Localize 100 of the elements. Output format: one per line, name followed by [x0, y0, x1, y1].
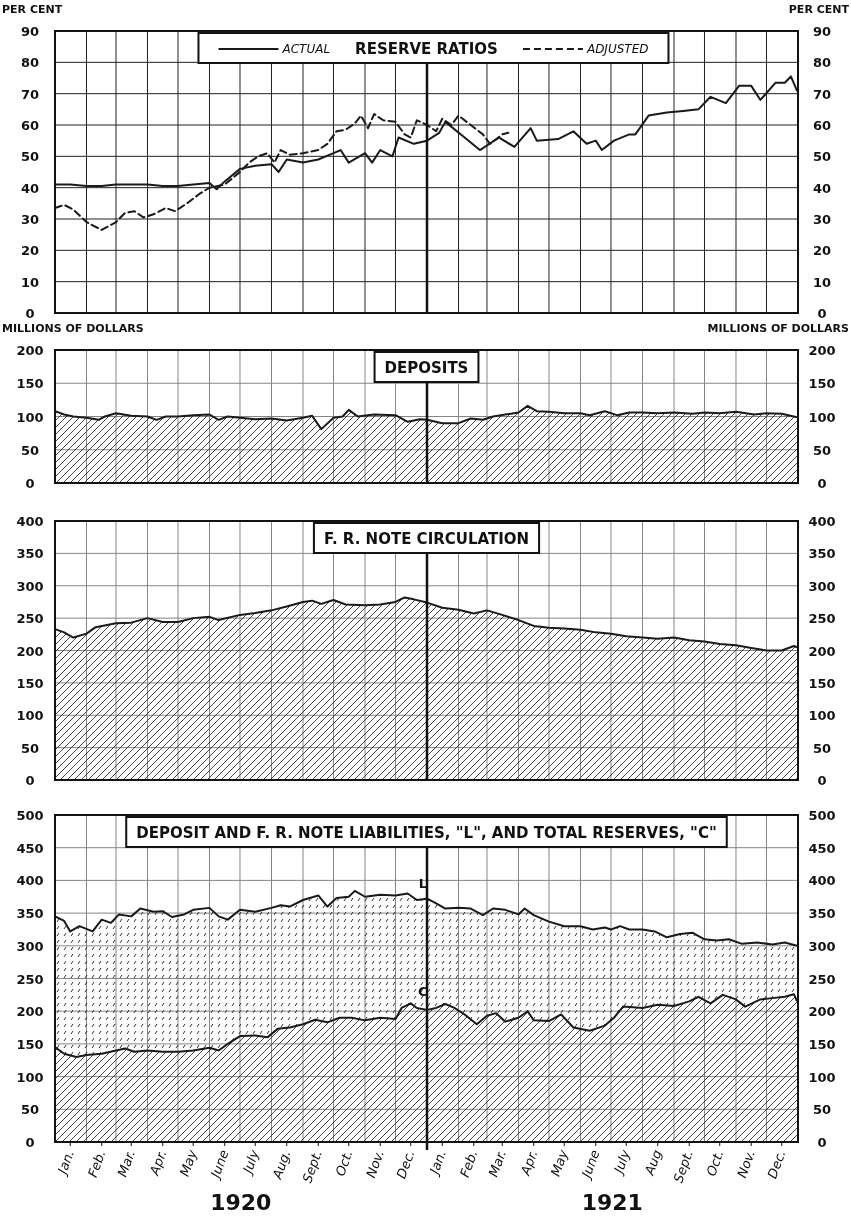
y-tick-label: 200: [16, 1004, 44, 1020]
y2-tick-label: 20: [812, 243, 832, 259]
y-tick-label: 90: [20, 24, 40, 39]
y-tick-label: 100: [16, 708, 44, 724]
y-tick-label: 10: [20, 274, 40, 290]
y-tick-label: 70: [20, 86, 40, 102]
x-tick-label: Aug.: [269, 1147, 294, 1182]
y-tick-label: 100: [16, 409, 44, 425]
y-tick-label: 20: [20, 243, 40, 259]
y2-tick-label: 30: [812, 212, 832, 227]
y2-tick-label: 300: [808, 938, 836, 954]
text: F. R. NOTE CIRCULATION: [323, 530, 530, 548]
y2-tick-label: 0: [817, 476, 827, 491]
y-tick-label: 80: [20, 55, 40, 71]
x-tick-label: Aug: [641, 1147, 665, 1178]
y2-tick-label: 150: [808, 376, 836, 392]
y-tick-label: 50: [20, 442, 40, 458]
y-tick-label: 50: [20, 740, 40, 756]
x-tick-label: Sept.: [670, 1147, 697, 1185]
text: 1921: [581, 1190, 643, 1215]
y-tick-label: 100: [16, 1069, 44, 1085]
y2-tick-label: 450: [808, 840, 836, 856]
y2-tick-label: 0: [817, 773, 827, 788]
x-tick-label: Sept.: [299, 1147, 326, 1185]
y2-tick-label: 500: [808, 808, 836, 823]
text: DEPOSITS: [384, 359, 469, 377]
y-tick-label: 0: [25, 306, 35, 321]
y-tick-label: 40: [20, 180, 40, 196]
y-tick-label: 350: [16, 906, 44, 922]
text: RESERVE RATIOS: [355, 40, 498, 58]
y2-tick-label: 200: [808, 1004, 836, 1020]
x-tick-label: Oct.: [332, 1147, 356, 1179]
y2-tick-label: 250: [808, 611, 836, 627]
y2-tick-label: 150: [808, 675, 836, 691]
y-tick-label: 150: [16, 1036, 44, 1052]
x-tick-label: Mar.: [485, 1147, 510, 1179]
x-tick-label: Dec.: [393, 1147, 418, 1181]
y-tick-label: 30: [20, 212, 40, 227]
x-tick-label: Apr.: [146, 1147, 170, 1178]
text: 1920: [210, 1190, 272, 1215]
y2-tick-label: 400: [808, 514, 836, 529]
y-axis-title: PER CENT: [2, 3, 63, 16]
x-tick-label: June: [206, 1147, 232, 1183]
y-tick-label: 150: [16, 376, 44, 392]
y-tick-label: 250: [16, 611, 44, 627]
y2-tick-label: 400: [808, 873, 836, 889]
series-label: L: [418, 876, 427, 892]
y2-axis-title: MILLIONS OF DOLLARS: [707, 322, 850, 335]
y-tick-label: 400: [16, 514, 44, 529]
text: ACTUAL: [281, 42, 331, 56]
y2-tick-label: 350: [808, 906, 836, 922]
y-tick-label: 50: [20, 149, 40, 165]
y-tick-label: 150: [16, 675, 44, 691]
x-tick-label: Dec.: [764, 1147, 789, 1181]
y2-tick-label: 200: [808, 343, 836, 358]
x-tick-label: Nov.: [734, 1147, 759, 1180]
y2-tick-label: 10: [812, 274, 832, 290]
y-tick-label: 500: [16, 808, 44, 823]
y-tick-label: 0: [25, 773, 35, 788]
y2-tick-label: 150: [808, 1036, 836, 1052]
y2-tick-label: 50: [812, 740, 832, 756]
y2-tick-label: 200: [808, 643, 836, 659]
x-tick-label: Mar.: [114, 1147, 139, 1179]
legend-label: ADJUSTED: [585, 42, 649, 56]
y2-tick-label: 50: [812, 442, 832, 458]
y-tick-label: 0: [25, 1135, 35, 1150]
x-tick-label: July: [609, 1147, 634, 1178]
y2-tick-label: 50: [812, 149, 832, 165]
y-tick-label: 0: [25, 476, 35, 491]
y-tick-label: 250: [16, 971, 44, 987]
y2-tick-label: 90: [812, 24, 832, 39]
x-tick-label: Oct.: [703, 1147, 727, 1179]
x-tick-label: Feb.: [456, 1147, 481, 1180]
y2-tick-label: 100: [808, 1069, 836, 1085]
y2-tick-label: 60: [812, 118, 832, 133]
x-tick-label: July: [238, 1147, 263, 1178]
text: DEPOSIT AND F. R. NOTE LIABILITIES, "L", AND TOTAL RESERVES, "C": [136, 824, 717, 842]
y2-tick-label: 40: [812, 180, 832, 196]
y2-tick-label: 300: [808, 578, 836, 594]
y-tick-label: 350: [16, 546, 44, 562]
x-tick-label: Apr.: [517, 1147, 541, 1178]
y-tick-label: 200: [16, 643, 44, 659]
x-tick-label: Nov.: [363, 1147, 388, 1180]
x-tick-label: Feb.: [84, 1147, 109, 1180]
y-tick-label: 200: [16, 343, 44, 358]
y2-tick-label: 80: [812, 55, 832, 71]
x-tick-label: June: [577, 1147, 603, 1183]
y-tick-label: 400: [16, 873, 44, 889]
y2-tick-label: 70: [812, 86, 832, 102]
y-axis-title: MILLIONS OF DOLLARS: [2, 322, 144, 335]
y2-tick-label: 100: [808, 409, 836, 425]
y-tick-label: 450: [16, 840, 44, 856]
y-tick-label: 300: [16, 578, 44, 594]
x-tick-label: May: [547, 1147, 572, 1179]
y-tick-label: 50: [20, 1102, 40, 1118]
y2-tick-label: 0: [817, 1135, 827, 1150]
x-tick-label: Jan.: [53, 1147, 78, 1179]
y-tick-label: 60: [20, 118, 40, 133]
x-tick-label: May: [176, 1147, 201, 1179]
y2-tick-label: 100: [808, 708, 836, 724]
